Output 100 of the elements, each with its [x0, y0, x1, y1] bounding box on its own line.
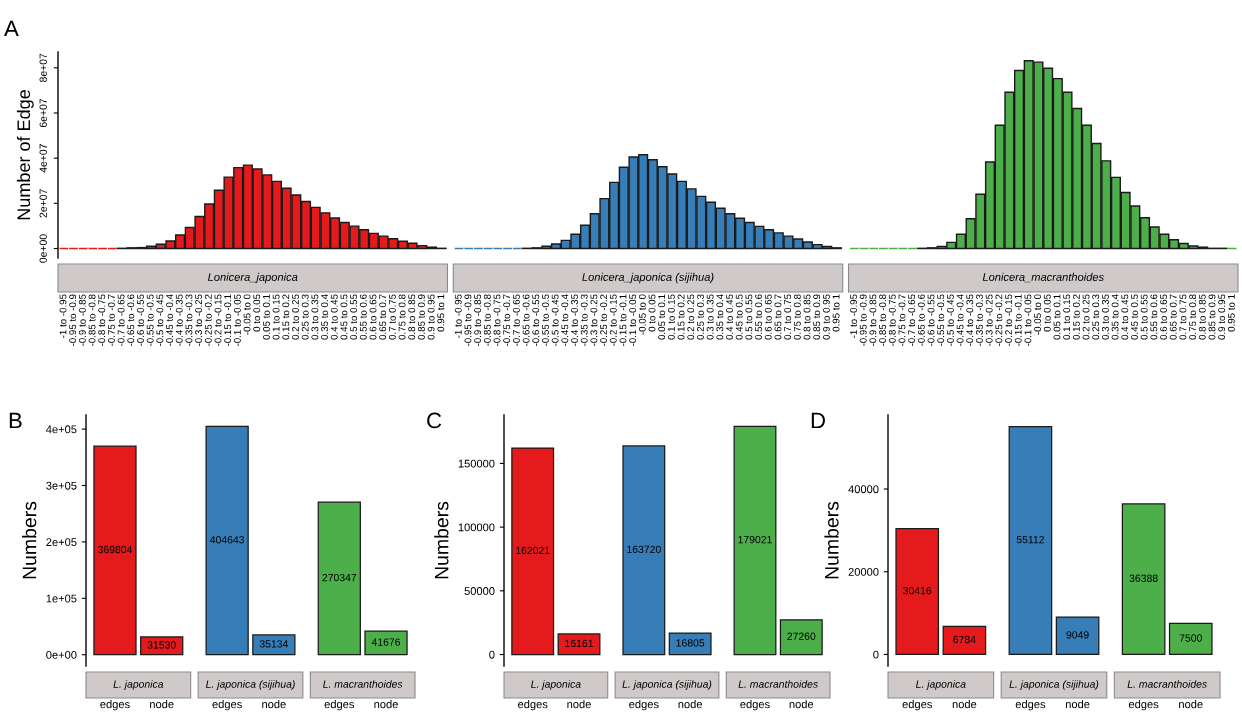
x-tick-label: edges	[324, 700, 355, 711]
x-tick-label: 0.1 to 0.15	[1063, 294, 1071, 340]
x-tick-label: -0.9 to -0.85	[78, 294, 86, 346]
x-tick-label: -0.7 to -0.65	[117, 294, 125, 346]
x-tick-label: edges	[740, 700, 770, 711]
x-tick-label: 0.15 to 0.2	[282, 294, 290, 340]
x-tick-label: 0.95 to 1	[832, 294, 840, 332]
data-label: 30416	[903, 586, 932, 595]
data-label: 162021	[516, 546, 550, 555]
y-tick-label: 2e+07	[39, 189, 47, 218]
x-tick-label: -0.75 to -0.7	[898, 294, 906, 346]
x-tick-label: edges	[1015, 700, 1046, 711]
y-tick-label: 50000	[464, 587, 495, 595]
data-label: 369804	[97, 545, 133, 554]
x-tick-label: edges	[212, 700, 242, 711]
data-label: 163720	[627, 545, 661, 554]
x-tick-label: node	[789, 700, 814, 709]
data-label: 404643	[209, 536, 245, 544]
x-tick-label: 0.55 to 0.6	[755, 294, 763, 340]
x-tick-label: 0.4 to 0.45	[1121, 294, 1129, 340]
x-tick-label: -0.45 to -0.4	[956, 294, 964, 346]
x-tick-label: -0.8 to -0.75	[493, 294, 501, 346]
text: Lonicera_japonica (sijihua)	[582, 272, 714, 284]
x-tick-label: -0.3 to -0.25	[195, 294, 203, 346]
x-tick-label: -0.2 to -0.15	[1005, 294, 1012, 346]
x-tick-label: -0.65 to -0.6	[127, 294, 135, 346]
x-tick-label: -0.35 to -0.3	[185, 294, 193, 346]
x-tick-label: -0.1 to -0.05	[233, 294, 241, 346]
y-tick-label: 0e+00	[46, 650, 77, 659]
x-tick-label: -1 to -0.95	[454, 294, 462, 338]
data-label: 36388	[1129, 574, 1158, 582]
x-tick-label: -0.75 to -0.7	[503, 294, 511, 346]
x-tick-label: 0.65 to 0.7	[379, 294, 387, 340]
x-tick-label: 0.45 to 0.5	[1131, 294, 1138, 340]
x-tick-label: 0.25 to 0.3	[697, 294, 704, 340]
x-tick-label: edges	[902, 700, 932, 711]
x-tick-label: node	[678, 700, 703, 709]
x-tick-label: -0.95 to -0.9	[69, 294, 77, 346]
x-tick-label: 0.9 to 0.95	[1218, 294, 1226, 340]
data-label: 31530	[147, 641, 176, 649]
x-tick-label: -0.6 to -0.55	[532, 294, 540, 346]
x-tick-label: 0.8 to 0.85	[803, 294, 811, 340]
x-tick-label: -0.8 to -0.75	[888, 294, 896, 346]
x-tick-label: -0.45 to -0.4	[166, 294, 173, 346]
x-tick-label: 0.25 to 0.3	[301, 294, 309, 340]
text: A	[4, 20, 19, 37]
y-axis-title: Number of Edge	[16, 90, 34, 220]
x-tick-label: -0.6 to -0.55	[927, 294, 935, 346]
x-tick-label: -0.65 to -0.6	[522, 294, 530, 346]
x-tick-label: 0.6 to 0.65	[369, 294, 377, 340]
x-tick-label: 0.95 to 1	[1227, 294, 1235, 332]
x-tick-label: node	[952, 700, 977, 709]
x-tick-label: -0.9 to -0.85	[869, 294, 877, 346]
x-tick-label: 0.5 to 0.55	[745, 294, 753, 340]
x-tick-label: -0.4 to -0.35	[175, 294, 183, 346]
text: L. japonica (sijihua)	[1009, 680, 1099, 690]
x-tick-label: 0.85 to 0.9	[417, 294, 425, 340]
x-tick-label: -0.5 to -0.45	[946, 294, 954, 346]
x-tick-label: 0.15 to 0.2	[1072, 294, 1080, 340]
data-label: 270347	[322, 573, 357, 582]
x-tick-label: -0.25 to -0.2	[600, 294, 608, 346]
x-tick-label: -0.15 to -0.1	[1014, 294, 1022, 346]
x-tick-label: edges	[1128, 700, 1159, 711]
x-tick-label: 0.75 to 0.8	[398, 294, 406, 340]
x-tick-label: node	[1179, 700, 1203, 709]
data-label: 41676	[371, 638, 401, 646]
data-label: 6784	[953, 635, 976, 644]
x-tick-label: node	[374, 700, 398, 709]
x-tick-label: 0 to 0.05	[1043, 294, 1051, 332]
x-tick-label: 0.6 to 0.65	[1160, 294, 1167, 340]
x-tick-label: -0.6 to -0.55	[137, 294, 144, 346]
data-label: 179021	[738, 535, 772, 544]
x-tick-label: edges	[518, 700, 548, 711]
text: B	[9, 412, 22, 429]
x-tick-label: 0.15 to 0.2	[677, 294, 685, 340]
x-tick-label: -0.25 to -0.2	[204, 294, 212, 346]
x-tick-label: -0.1 to -0.05	[1024, 294, 1032, 346]
x-tick-label: 0.1 to 0.15	[272, 294, 280, 340]
x-tick-label: 0.45 to 0.5	[340, 294, 348, 340]
x-tick-label: 0.85 to 0.9	[813, 294, 821, 340]
x-tick-label: -0.55 to -0.5	[937, 294, 945, 346]
x-tick-label: 0.2 to 0.25	[687, 294, 695, 340]
x-tick-label: 0.55 to 0.6	[1150, 294, 1158, 340]
x-tick-label: 0.95 to 1	[437, 294, 445, 332]
x-tick-label: 0.55 to 0.6	[359, 294, 367, 340]
x-tick-label: node	[567, 700, 591, 709]
annotation: D	[811, 412, 825, 429]
y-tick-label: 0	[873, 650, 879, 659]
x-tick-label: -0.95 to -0.9	[859, 294, 867, 346]
x-tick-label: 0.2 to 0.25	[1082, 294, 1090, 340]
x-tick-label: 0.1 to 0.15	[667, 294, 675, 340]
x-tick-label: -0.55 to -0.5	[542, 294, 549, 346]
x-tick-label: 0.3 to 0.35	[311, 294, 319, 340]
x-tick-label: 0.35 to 0.4	[321, 294, 328, 340]
x-tick-label: node	[150, 700, 174, 709]
y-tick-label: 20000	[848, 567, 879, 576]
text: Lonicera_japonica	[207, 272, 298, 284]
x-tick-label: -0.05 to 0	[243, 294, 251, 335]
y-axis-title: Numbers	[22, 501, 37, 579]
x-tick-label: edges	[629, 700, 659, 711]
